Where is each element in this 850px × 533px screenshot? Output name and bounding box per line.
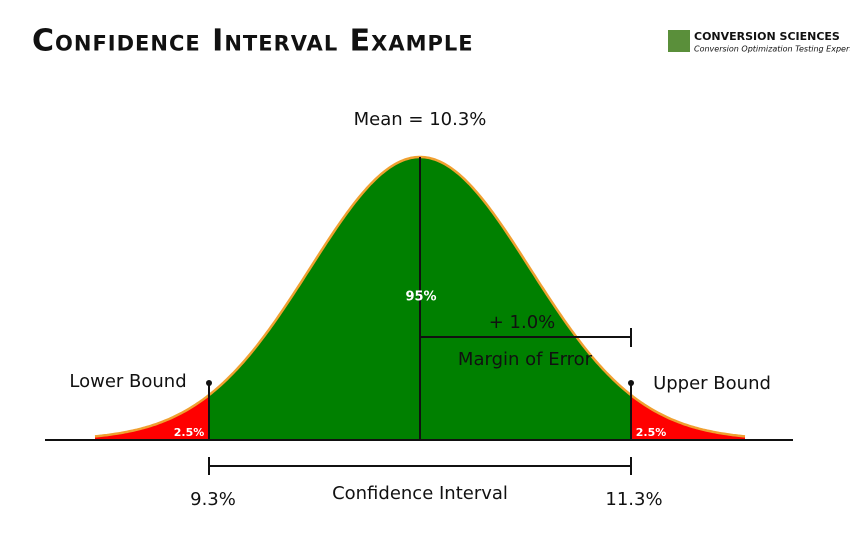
margin-label: Margin of Error [458,349,593,370]
upper-bound-dot [628,380,634,386]
left-tail [95,395,209,440]
logo-name: Conversion Sciences [694,30,840,43]
left-tail-label: 2.5% [174,426,205,439]
lower-bound-label: Lower Bound [69,371,186,392]
center-label: 95% [405,290,436,305]
right-tail-label: 2.5% [636,426,667,439]
mean-label: Mean = 10.3% [354,109,487,130]
logo: Conversion Sciences Conversion Optimizat… [668,30,850,54]
logo-tagline: Conversion Optimization Testing Experts [694,45,850,54]
upper-bound-label: Upper Bound [653,373,771,394]
margin-value: + 1.0% [489,312,556,333]
interval-label: Confidence Interval [332,483,508,504]
title: Confidence Interval Example [32,24,474,59]
lower-value: 9.3% [190,489,236,510]
right-tail [631,395,745,440]
lower-bound-dot [206,380,212,386]
upper-value: 11.3% [605,489,662,510]
logo-icon [668,30,690,52]
